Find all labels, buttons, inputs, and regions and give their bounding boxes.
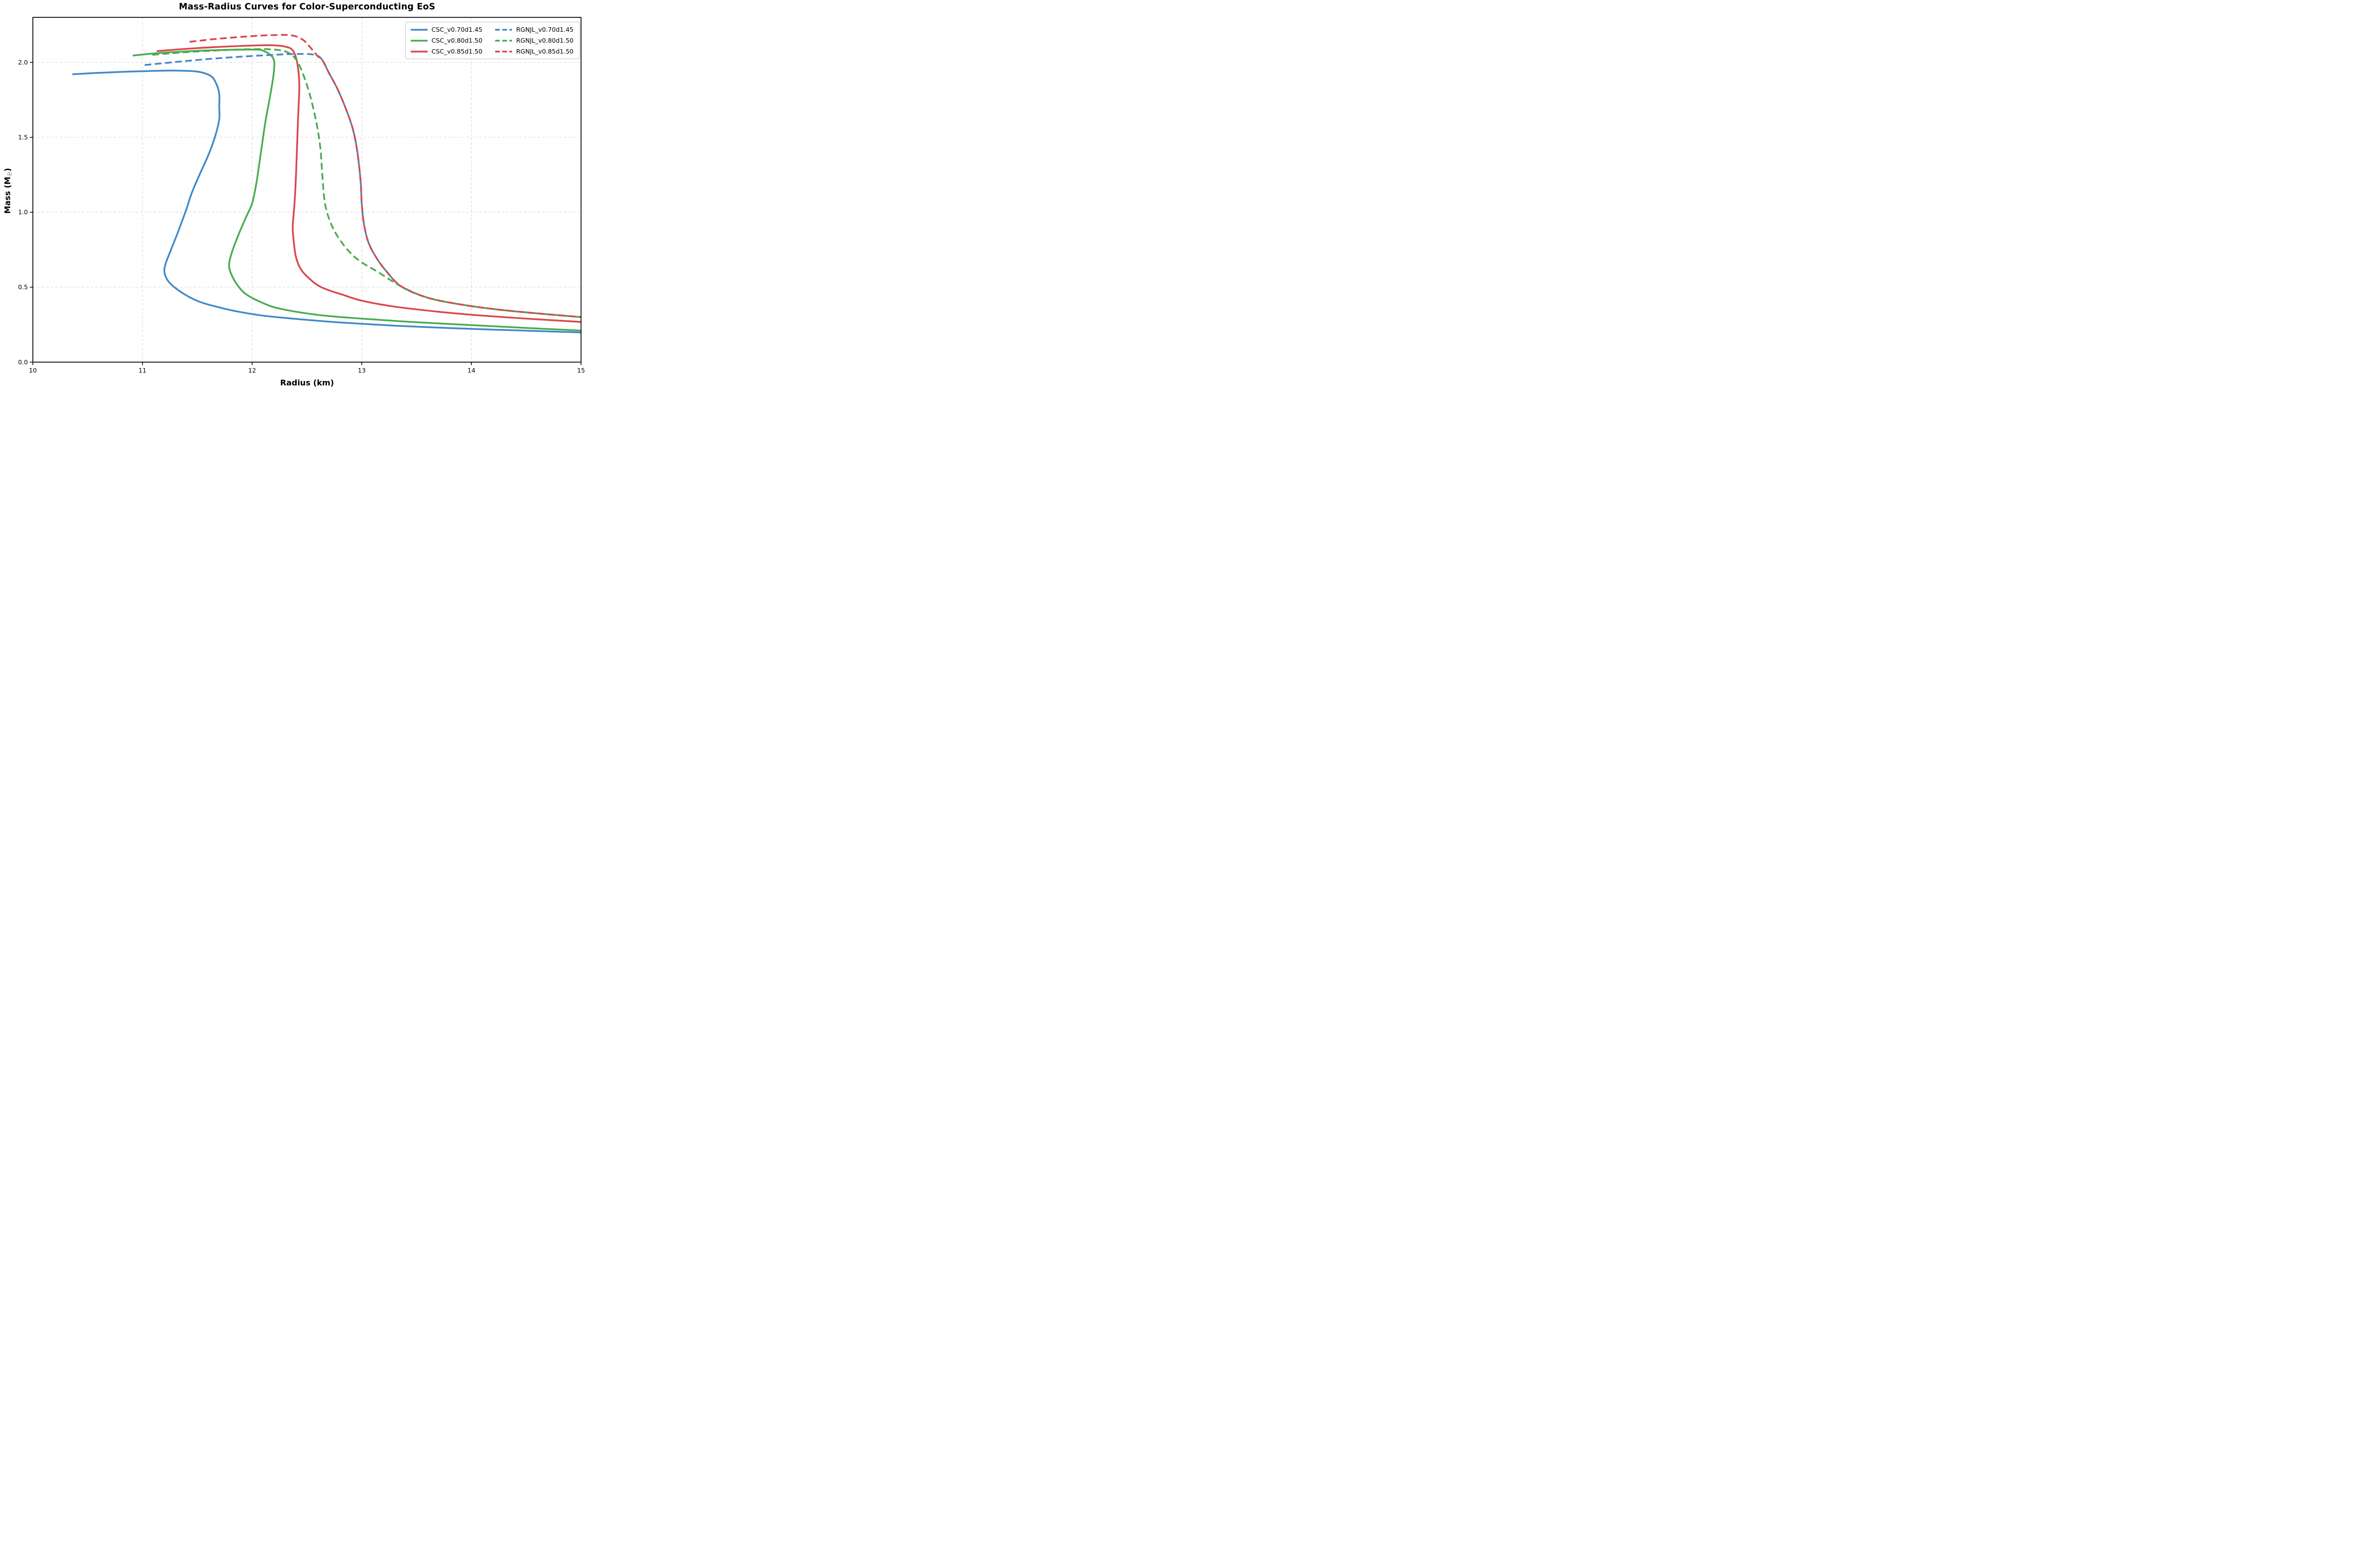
axes-spines — [32, 17, 582, 363]
curve-RGNJL_v0.70d1.45 — [144, 53, 581, 318]
x-tick-label: 13 — [358, 367, 366, 374]
legend-swatch-solid — [410, 28, 428, 31]
legend-swatch-dashed — [495, 28, 512, 31]
legend-label: RGNJL_v0.70d1.45 — [516, 26, 573, 33]
y-tick-label: 1.0 — [18, 208, 28, 216]
curve-CSC_v0.80d1.50 — [132, 49, 581, 332]
x-tick-label: 11 — [138, 367, 146, 374]
curve-RGNJL_v0.80d1.50 — [152, 48, 581, 318]
legend: CSC_v0.70d1.45 CSC_v0.80d1.50 CSC_v0.85d1.… — [405, 22, 580, 59]
curve-CSC_v0.70d1.45 — [72, 69, 581, 333]
legend-label: RGNJL_v0.85d1.50 — [516, 48, 573, 55]
legend-swatch-dashed — [495, 50, 512, 53]
x-tick-label: 15 — [577, 367, 585, 374]
sun-symbol: ☉ — [6, 171, 13, 177]
curve-CSC_v0.85d1.50 — [156, 44, 581, 323]
x-tick-label: 10 — [29, 367, 37, 374]
y-axis-label: Mass (M☉) — [2, 97, 13, 285]
series-curves — [72, 34, 581, 333]
legend-swatch-solid — [410, 39, 428, 42]
x-axis-label: Radius (km) — [280, 378, 334, 387]
y-tick-label: 2.0 — [18, 59, 28, 66]
axis-ticks: 10 11 12 13 14 15 0.0 0.5 1.0 1.5 2.0 — [18, 59, 585, 374]
legend-item-CSC_v0.70d1.45: CSC_v0.70d1.45 — [410, 26, 483, 33]
legend-item-CSC_v0.80d1.50: CSC_v0.80d1.50 — [410, 37, 483, 44]
x-tick-label: 12 — [248, 367, 256, 374]
legend-label: CSC_v0.70d1.45 — [431, 26, 483, 33]
legend-swatch-dashed — [495, 39, 512, 42]
y-axis-label-text: Mass (M — [2, 177, 12, 214]
legend-item-RGNJL_v0.85d1.50: RGNJL_v0.85d1.50 — [495, 48, 573, 55]
legend-label: CSC_v0.80d1.50 — [431, 37, 483, 44]
y-axis-label-close: ) — [2, 168, 12, 172]
y-tick-label: 1.5 — [18, 133, 28, 141]
legend-label: RGNJL_v0.80d1.50 — [516, 37, 573, 44]
legend-item-RGNJL_v0.70d1.45: RGNJL_v0.70d1.45 — [495, 26, 573, 33]
legend-item-RGNJL_v0.80d1.50: RGNJL_v0.80d1.50 — [495, 37, 573, 44]
chart-title: Mass-Radius Curves for Color-Superconduc… — [179, 2, 436, 12]
figure: 10 11 12 13 14 15 0.0 0.5 1.0 1.5 2.0 Mass-Radius … — [0, 0, 589, 392]
curve-RGNJL_v0.85d1.50 — [190, 34, 581, 318]
legend-item-CSC_v0.85d1.50: CSC_v0.85d1.50 — [410, 48, 483, 55]
legend-label: CSC_v0.85d1.50 — [431, 48, 483, 55]
y-tick-label: 0.5 — [18, 283, 28, 291]
y-tick-label: 0.0 — [18, 358, 28, 366]
x-tick-label: 14 — [467, 367, 475, 374]
chart-canvas: 10 11 12 13 14 15 0.0 0.5 1.0 1.5 2.0 — [18, 17, 585, 374]
legend-swatch-solid — [410, 50, 428, 53]
